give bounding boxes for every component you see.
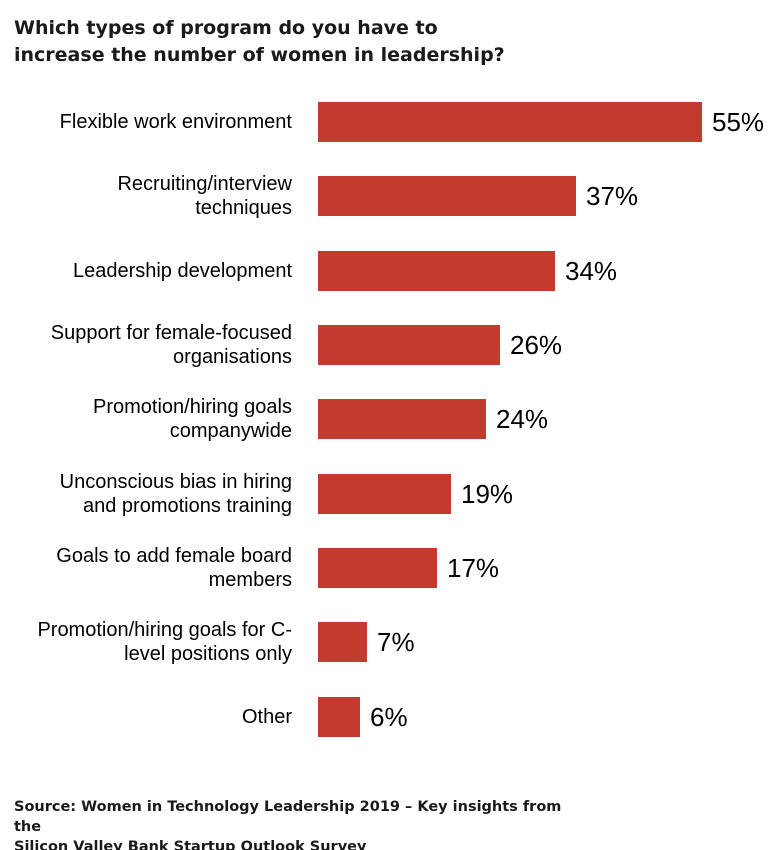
category-label: Recruiting/interview techniques — [117, 173, 292, 220]
bar — [318, 473, 451, 514]
value-label: 24% — [496, 404, 549, 435]
value-label: 26% — [510, 330, 563, 361]
category-label: Promotion/hiring goals companywide — [93, 396, 292, 443]
chart-title: Which types of program do you have to in… — [14, 17, 505, 66]
bar-area: 34% — [318, 234, 768, 308]
source-note: Source: Women in Technology Leadership 2… — [14, 799, 562, 850]
bar-row: Recruiting/interview techniques 37% — [0, 159, 768, 233]
bar-row: Flexible work environment 55% — [0, 85, 768, 159]
bar-row: Other 6% — [0, 679, 768, 753]
category-label: Goals to add female board members — [56, 544, 292, 591]
bar-row: Support for female-focused organisations… — [0, 308, 768, 382]
bar — [318, 176, 576, 217]
bar — [318, 399, 486, 440]
value-label: 7% — [377, 627, 415, 658]
bar-area: 24% — [318, 382, 768, 456]
bar-area: 17% — [318, 531, 768, 605]
value-label: 19% — [461, 478, 514, 509]
bar — [318, 325, 500, 366]
bar-row: Promotion/hiring goals for C-level posit… — [0, 605, 768, 679]
bar-row: Goals to add female board members 17% — [0, 531, 768, 605]
bar-area: 55% — [318, 85, 768, 159]
bar — [318, 547, 437, 588]
bar-row: Promotion/hiring goals companywide 24% — [0, 382, 768, 456]
bar-area: 26% — [318, 308, 768, 382]
bar-area: 37% — [318, 159, 768, 233]
category-label: Unconscious bias in hiring and promotion… — [59, 470, 292, 517]
bar-row: Unconscious bias in hiring and promotion… — [0, 456, 768, 530]
bar-area: 19% — [318, 456, 768, 530]
bar — [318, 250, 555, 291]
value-label: 37% — [586, 181, 639, 212]
category-label: Leadership development — [72, 259, 292, 282]
bar-chart: Flexible work environment 55% Recruiting… — [0, 85, 768, 754]
category-label: Flexible work environment — [59, 111, 292, 134]
value-label: 17% — [447, 552, 500, 583]
value-label: 55% — [712, 107, 765, 138]
category-label: Support for female-focused organisations — [50, 322, 292, 369]
bar-area: 6% — [318, 679, 768, 753]
bar-row: Leadership development 34% — [0, 234, 768, 308]
category-label: Other — [241, 705, 292, 728]
value-label: 34% — [565, 255, 618, 286]
bar — [318, 696, 360, 737]
value-label: 6% — [370, 701, 408, 732]
bar-area: 7% — [318, 605, 768, 679]
bar — [318, 102, 702, 143]
bar — [318, 622, 367, 663]
category-label: Promotion/hiring goals for C-level posit… — [37, 619, 292, 666]
